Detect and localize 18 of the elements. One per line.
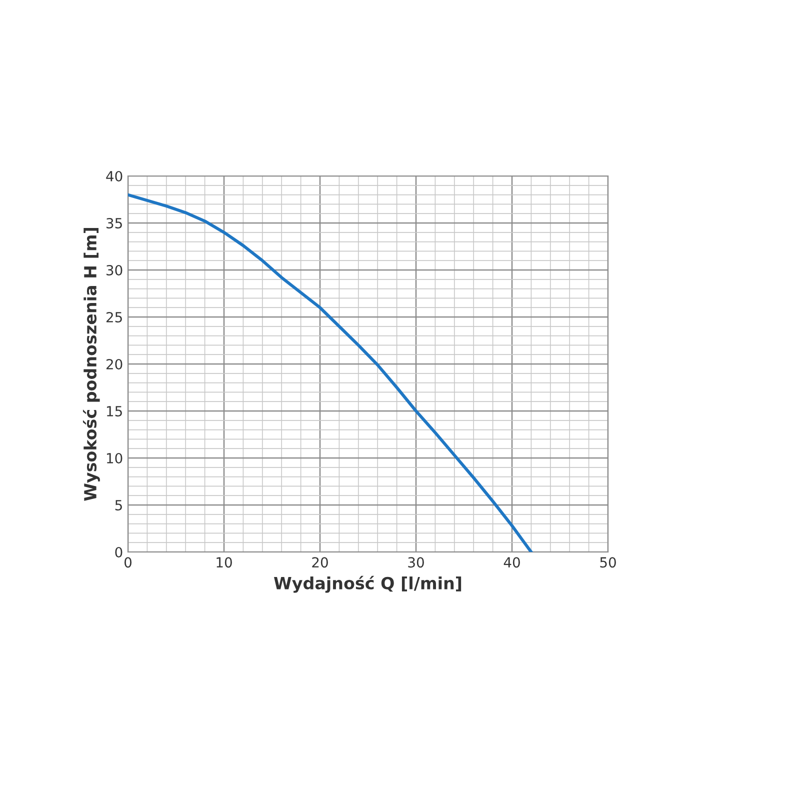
line-series	[128, 193, 533, 552]
y-tick-label: 10	[106, 452, 122, 464]
x-axis-title: Wydajność Q [l/min]	[274, 576, 462, 593]
x-tick-label: 40	[504, 557, 520, 568]
x-tick-label: 50	[600, 557, 616, 568]
y-axis-title: Wysokość podnoszenia H [m]	[82, 228, 100, 501]
y-tick-label: 25	[106, 312, 122, 322]
x-tick-label: 0	[124, 557, 132, 568]
y-tick-label: 40	[106, 170, 122, 182]
y-tick-label: 0	[115, 546, 122, 558]
x-tick-label: 10	[216, 557, 232, 568]
y-tick-label: 35	[106, 218, 122, 228]
y-tick-label: 30	[106, 264, 122, 276]
y-tick-label: 5	[115, 500, 122, 510]
x-tick-label: 30	[408, 557, 424, 568]
x-tick-label: 20	[312, 557, 328, 568]
y-tick-label: 20	[106, 358, 122, 370]
y-tick-label: 15	[106, 406, 122, 416]
